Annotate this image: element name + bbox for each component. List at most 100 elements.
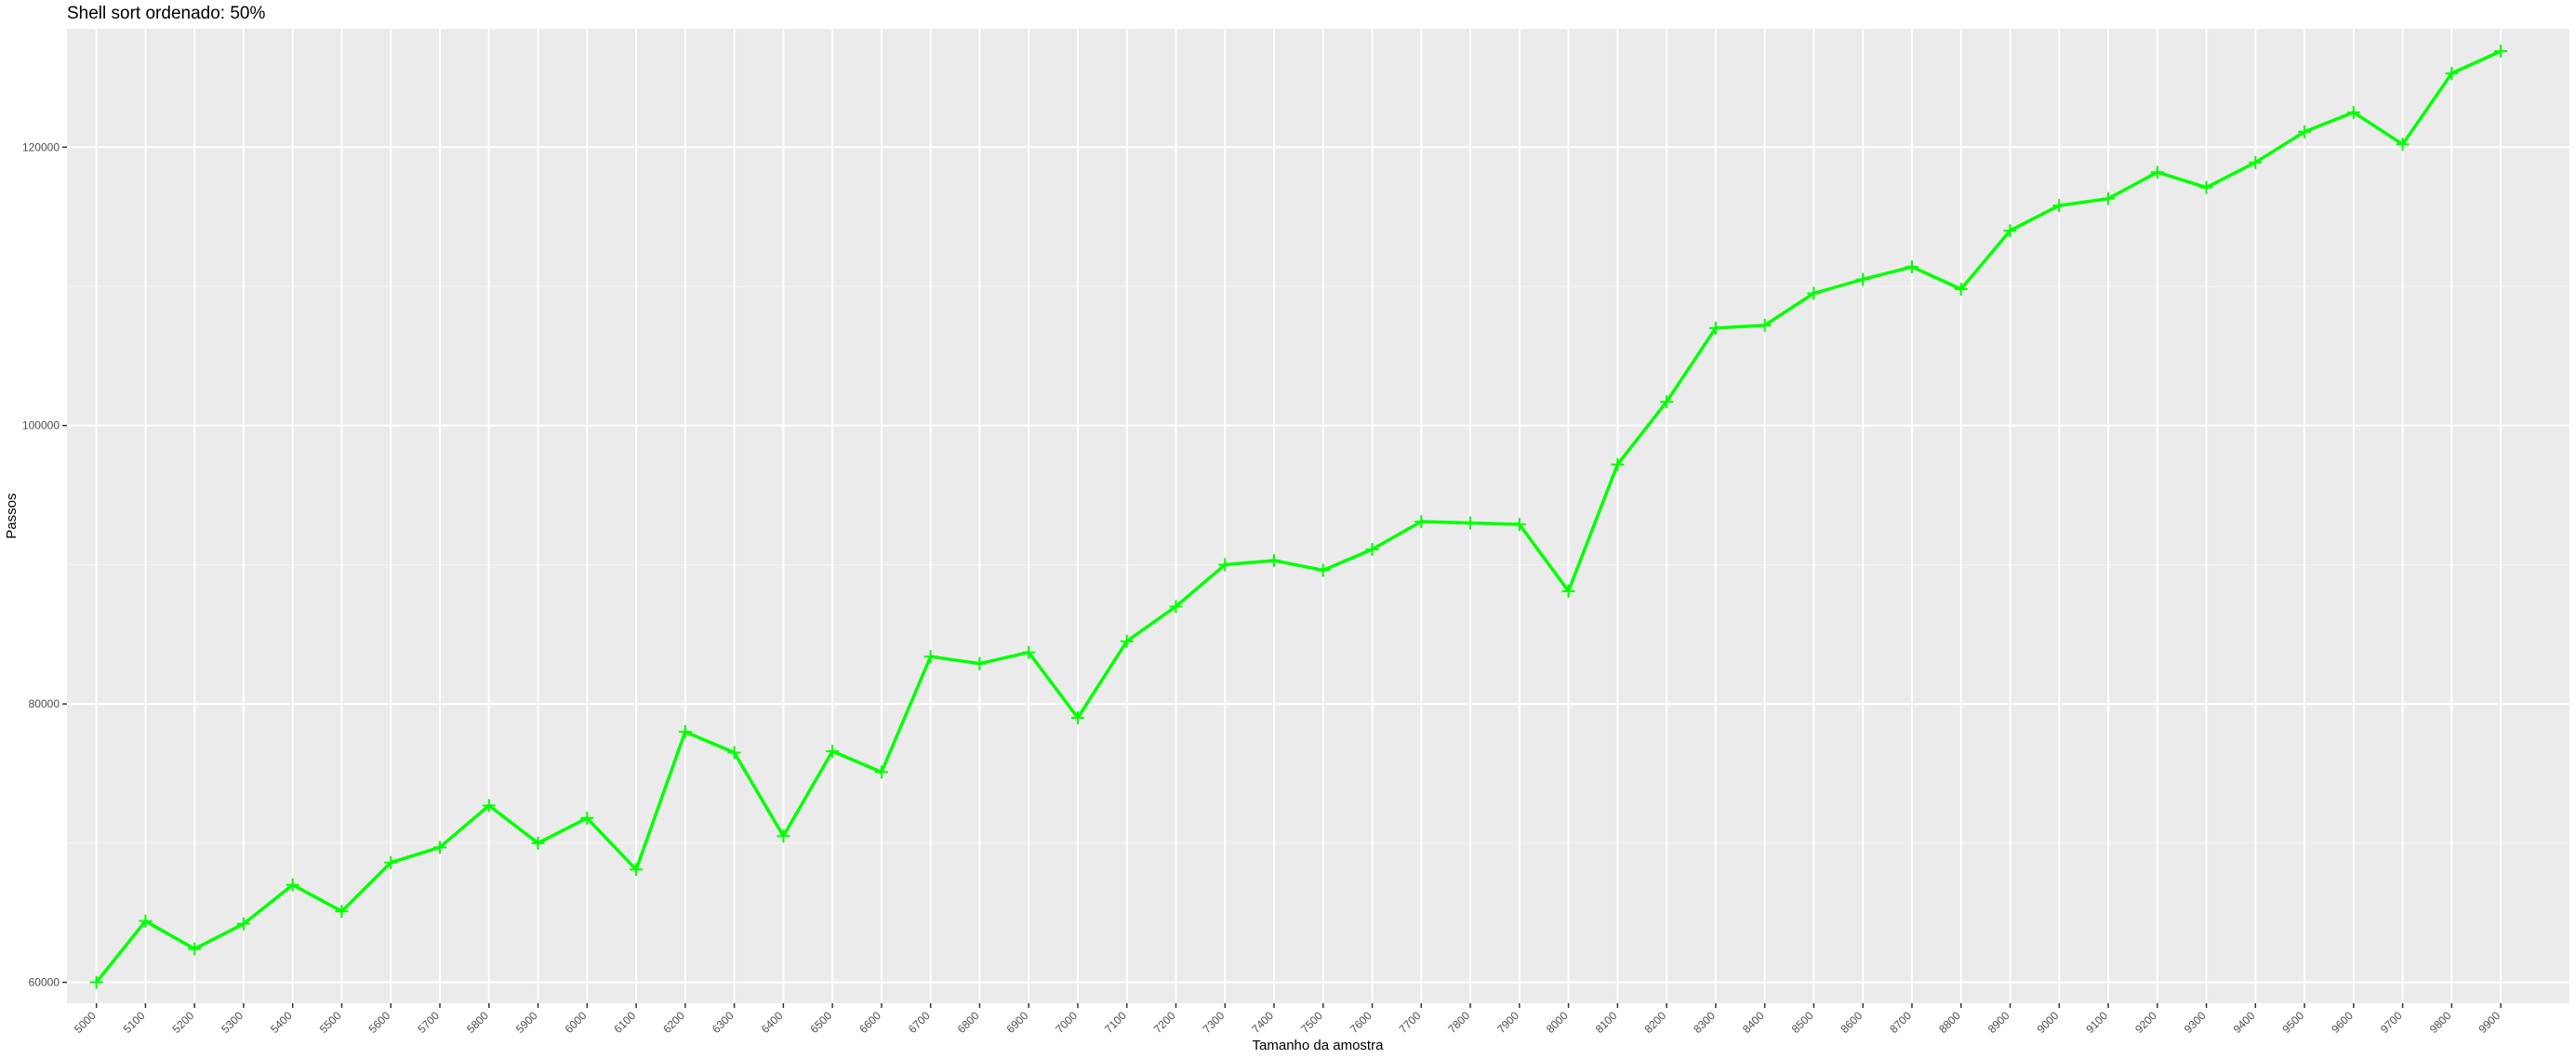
x-tick-label: 8700 <box>1887 1009 1914 1036</box>
y-axis-title: Passos <box>4 493 20 538</box>
minor-gridlines <box>67 285 2569 844</box>
data-point <box>1169 600 1183 614</box>
data-point <box>1070 711 1084 725</box>
x-tick-label: 7700 <box>1397 1009 1424 1036</box>
x-tick-label: 5300 <box>219 1009 246 1036</box>
data-point <box>1856 272 1870 286</box>
data-point <box>1660 395 1674 409</box>
data-point <box>1022 645 1036 659</box>
data-point <box>1414 514 1428 528</box>
x-tick-label: 5700 <box>415 1009 442 1036</box>
x-tick-label: 6000 <box>563 1009 590 1036</box>
x-tick-label: 5800 <box>464 1009 491 1036</box>
data-point <box>678 725 692 739</box>
x-tick-label: 9500 <box>2279 1009 2306 1036</box>
x-tick-label: 6700 <box>906 1009 933 1036</box>
x-tick-label: 9000 <box>2035 1009 2062 1036</box>
x-tick-label: 8100 <box>1593 1009 1620 1036</box>
chart-title: Shell sort ordenado: 50% <box>67 4 265 23</box>
data-point <box>1611 457 1625 471</box>
data-point <box>2298 125 2312 139</box>
data-point <box>2494 44 2508 58</box>
y-tick-label: 80000 <box>29 697 60 710</box>
data-point <box>727 746 741 760</box>
x-tick-label: 8800 <box>1936 1009 1963 1036</box>
major-gridlines <box>67 29 2569 1003</box>
x-tick-label: 8200 <box>1641 1009 1668 1036</box>
x-axis-title: Tamanho da amostra <box>1253 1038 1385 1053</box>
data-point <box>433 841 447 854</box>
data-point <box>2445 66 2459 80</box>
x-tick-label: 6400 <box>759 1009 786 1036</box>
x-tick-label: 7000 <box>1053 1009 1080 1036</box>
x-tick-label: 7300 <box>1201 1009 1228 1036</box>
data-point <box>531 836 545 850</box>
data-point <box>1807 286 1821 300</box>
x-tick-label: 8500 <box>1789 1009 1816 1036</box>
x-tick-label: 7900 <box>1494 1009 1521 1036</box>
x-tick-label: 5900 <box>513 1009 540 1036</box>
x-tick-label: 8000 <box>1544 1009 1571 1036</box>
data-point <box>285 878 299 892</box>
x-tick-label: 9600 <box>2329 1009 2356 1036</box>
x-tick-label: 6100 <box>611 1009 638 1036</box>
x-tick-label: 5400 <box>268 1009 295 1036</box>
data-point <box>2150 165 2164 179</box>
data-point <box>923 650 937 664</box>
x-tick-label: 5500 <box>317 1009 344 1036</box>
x-tick-label: 6800 <box>955 1009 982 1036</box>
data-point <box>826 745 840 759</box>
data-point <box>1954 282 1968 296</box>
x-tick-label: 6300 <box>710 1009 737 1036</box>
x-tick-label: 8600 <box>1839 1009 1866 1036</box>
x-tick-label: 8900 <box>1985 1009 2012 1036</box>
data-point <box>1316 563 1330 577</box>
x-tick-label: 6900 <box>1004 1009 1031 1036</box>
data-point <box>139 914 153 928</box>
data-point <box>1464 516 1478 530</box>
data-point <box>777 829 790 843</box>
x-tick-label: 9300 <box>2182 1009 2209 1036</box>
data-point <box>2346 105 2360 119</box>
x-tick-label: 6600 <box>856 1009 883 1036</box>
series-layer <box>89 44 2508 989</box>
x-tick-label: 6200 <box>660 1009 687 1036</box>
data-point <box>1708 321 1722 335</box>
data-point <box>1561 584 1575 598</box>
data-point <box>1512 517 1526 531</box>
data-point <box>1268 553 1281 567</box>
data-point <box>2052 199 2066 213</box>
x-tick-label: 7800 <box>1445 1009 1472 1036</box>
data-point <box>2199 180 2213 194</box>
x-tick-label: 8300 <box>1691 1009 1718 1036</box>
x-tick-label: 9100 <box>2083 1009 2110 1036</box>
y-tick-label: 120000 <box>22 140 60 153</box>
y-axis: 60000 80000 100000 120000 <box>22 140 67 989</box>
x-tick-label: 5100 <box>121 1009 148 1036</box>
data-point <box>2396 138 2410 152</box>
x-tick-label: 9900 <box>2476 1009 2503 1036</box>
data-point <box>89 975 103 989</box>
plot-panel <box>67 29 2569 1003</box>
data-point <box>973 656 987 670</box>
data-point <box>2102 192 2116 205</box>
x-tick-label: 7400 <box>1249 1009 1276 1036</box>
x-tick-label: 5600 <box>366 1009 393 1036</box>
data-point <box>1905 260 1919 274</box>
x-tick-label: 9800 <box>2427 1009 2454 1036</box>
data-point <box>580 811 594 825</box>
y-tick-label: 60000 <box>29 976 60 989</box>
x-tick-label: 7500 <box>1298 1009 1325 1036</box>
x-axis: 5000 5100 5200 5300 5400 5500 5600 5700 5800 5900… <box>72 1003 2503 1036</box>
data-point <box>1758 318 1772 332</box>
data-point <box>1365 542 1379 556</box>
x-tick-label: 7100 <box>1102 1009 1129 1036</box>
data-point <box>384 855 398 869</box>
x-tick-label: 7200 <box>1151 1009 1178 1036</box>
data-point <box>1120 634 1134 648</box>
series-line <box>95 49 2502 984</box>
y-tick-label: 100000 <box>22 419 60 432</box>
data-point <box>874 765 888 779</box>
data-point <box>236 917 250 931</box>
